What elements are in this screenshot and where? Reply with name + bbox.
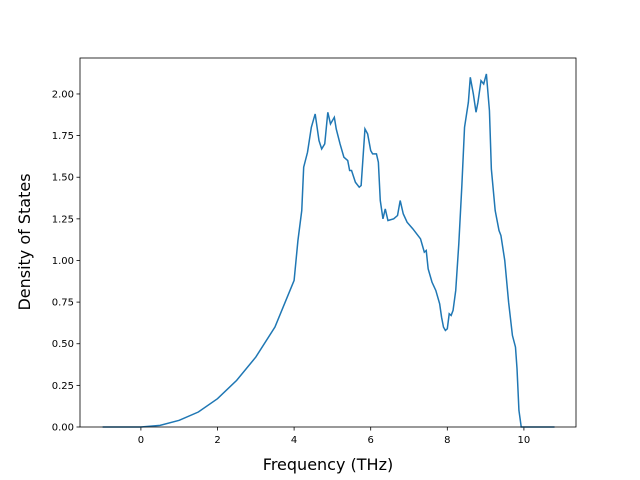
x-tick-label: 4 bbox=[291, 435, 297, 446]
y-tick-label: 0.75 bbox=[52, 298, 74, 309]
x-tick-label: 6 bbox=[368, 435, 374, 446]
x-tick-label: 0 bbox=[138, 435, 144, 446]
y-axis-label: Density of States bbox=[15, 173, 34, 310]
data-line bbox=[102, 73, 555, 428]
x-tick-label: 8 bbox=[444, 435, 450, 446]
x-tick-label: 2 bbox=[214, 435, 220, 446]
y-tick-label: 1.50 bbox=[52, 173, 74, 184]
y-tick-label: 1.25 bbox=[52, 214, 74, 225]
y-tick-label: 1.00 bbox=[52, 256, 74, 267]
y-tick-label: 0.50 bbox=[52, 339, 74, 350]
plot-frame bbox=[79, 57, 577, 428]
y-tick-label: 0.00 bbox=[52, 423, 74, 434]
y-tick-label: 1.75 bbox=[52, 131, 74, 142]
y-tick-label: 2.00 bbox=[52, 89, 74, 100]
y-tick-label: 0.25 bbox=[52, 381, 74, 392]
x-axis-label: Frequency (THz) bbox=[263, 455, 393, 474]
x-tick-label: 10 bbox=[518, 435, 531, 446]
